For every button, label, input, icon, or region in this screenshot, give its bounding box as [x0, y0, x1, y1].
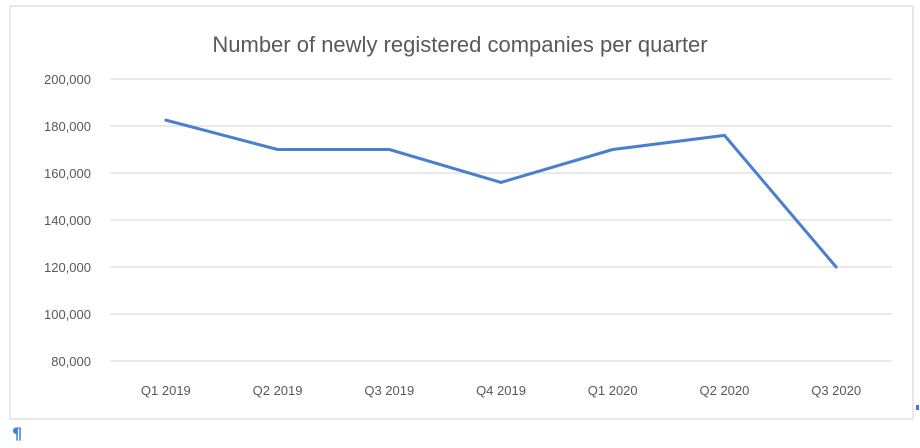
x-tick-label: Q3 2020 — [811, 383, 861, 398]
chart-title: Number of newly registered companies per… — [212, 32, 707, 57]
data-point — [276, 148, 280, 151]
data-point — [722, 133, 726, 137]
y-tick-label: 160,000 — [44, 166, 91, 181]
y-tick-label: 200,000 — [44, 72, 91, 87]
y-tick-label: 100,000 — [44, 307, 91, 322]
y-tick-label: 80,000 — [51, 354, 91, 369]
data-point — [611, 148, 615, 151]
paragraph-mark: ¶ — [12, 424, 23, 443]
x-tick-label: Q1 2019 — [141, 383, 191, 398]
gridlines — [110, 78, 892, 362]
data-point — [164, 118, 168, 122]
y-tick-label: 180,000 — [44, 119, 91, 134]
x-tick-label: Q2 2019 — [253, 383, 303, 398]
series-line — [165, 118, 838, 268]
data-point — [387, 148, 391, 151]
x-tick-label: Q4 2019 — [476, 383, 526, 398]
y-axis-labels: 80,000 100,000 120,000 140,000 160,000 180,00… — [44, 72, 91, 369]
resize-handle[interactable] — [916, 405, 919, 410]
y-tick-label: 120,000 — [44, 260, 91, 275]
y-tick-label: 140,000 — [44, 213, 91, 228]
x-tick-label: Q1 2020 — [588, 383, 638, 398]
x-tick-label: Q3 2019 — [364, 383, 414, 398]
chart-frame[interactable] — [9, 5, 914, 420]
series-group — [164, 118, 838, 269]
data-point — [499, 180, 503, 184]
data-point — [834, 265, 838, 269]
x-tick-label: Q2 2020 — [699, 383, 749, 398]
x-axis-labels: Q1 2019 Q2 2019 Q3 2019 Q4 2019 Q1 2020 Q2 20… — [141, 383, 861, 398]
